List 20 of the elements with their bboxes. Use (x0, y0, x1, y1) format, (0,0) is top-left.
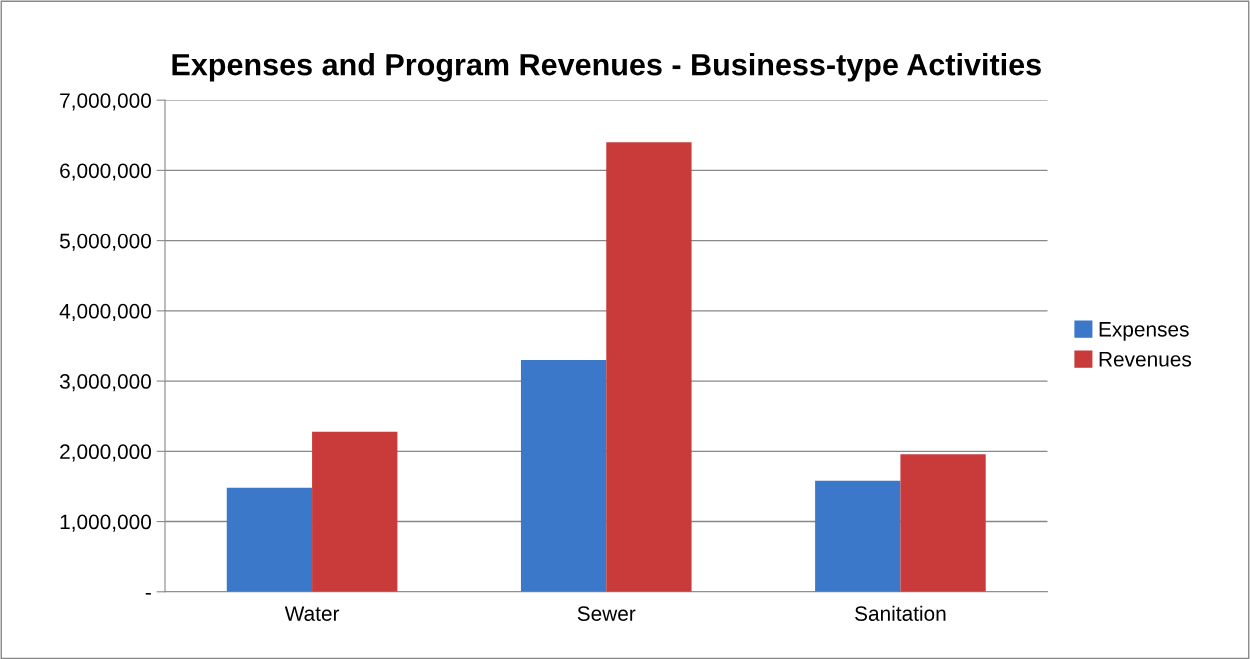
bar (312, 431, 398, 592)
legend-label: Revenues (1099, 352, 1192, 367)
bar (815, 480, 901, 592)
x-tick-label: Sewer (577, 606, 636, 621)
y-tick-label: 5,000,000 (59, 233, 151, 251)
x-tick-label: Water (284, 606, 340, 621)
y-tick-label: 6,000,000 (60, 163, 151, 181)
bar (900, 454, 986, 592)
bar (226, 487, 313, 592)
y-tick-label: 2,000,000 (60, 444, 151, 462)
chart-title: Expenses and Program Revenues - Business-type Activities (172, 53, 1041, 82)
y-tick-label: 4,000,000 (59, 303, 151, 322)
y-tick-label: - (145, 592, 151, 595)
y-tick-label: 7,000,000 (60, 93, 151, 111)
bar (606, 142, 692, 592)
x-tick-label: Sanitation (855, 605, 946, 621)
legend-label: Expenses (1099, 322, 1189, 341)
bar (520, 360, 607, 592)
y-tick-label: 3,000,000 (59, 374, 151, 392)
y-tick-label: 1,000,000 (60, 514, 151, 532)
